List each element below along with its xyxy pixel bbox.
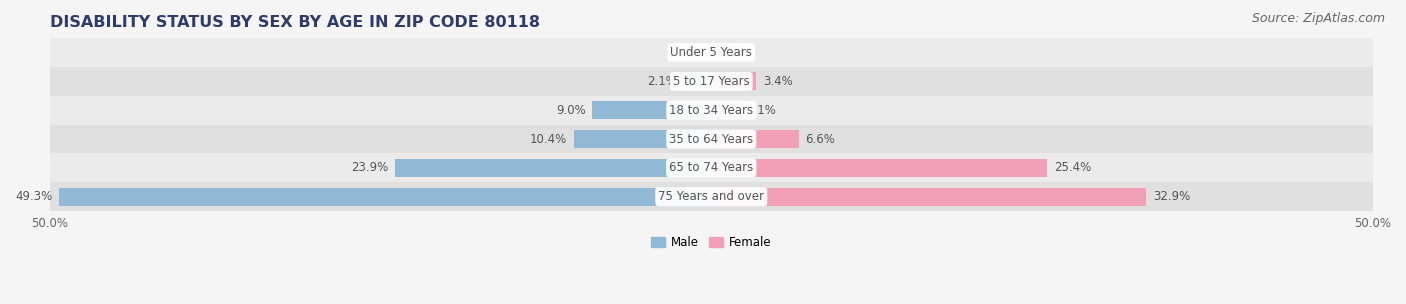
Bar bbox=[711, 130, 799, 148]
Text: 75 Years and over: 75 Years and over bbox=[658, 190, 765, 203]
Bar bbox=[395, 159, 711, 177]
Bar bbox=[51, 38, 1372, 67]
Bar bbox=[711, 72, 756, 90]
Legend: Male, Female: Male, Female bbox=[647, 231, 776, 254]
Text: Source: ZipAtlas.com: Source: ZipAtlas.com bbox=[1251, 12, 1385, 25]
Text: DISABILITY STATUS BY SEX BY AGE IN ZIP CODE 80118: DISABILITY STATUS BY SEX BY AGE IN ZIP C… bbox=[51, 15, 540, 30]
Text: 5 to 17 Years: 5 to 17 Years bbox=[673, 75, 749, 88]
Bar bbox=[683, 72, 711, 90]
Text: 9.0%: 9.0% bbox=[555, 104, 586, 117]
Text: 25.4%: 25.4% bbox=[1053, 161, 1091, 174]
Bar bbox=[592, 101, 711, 119]
Text: 35 to 64 Years: 35 to 64 Years bbox=[669, 133, 754, 146]
Text: 0.0%: 0.0% bbox=[718, 46, 748, 59]
Text: 32.9%: 32.9% bbox=[1153, 190, 1191, 203]
Text: 0.0%: 0.0% bbox=[675, 46, 704, 59]
Bar bbox=[574, 130, 711, 148]
Bar bbox=[711, 188, 1146, 206]
Text: 2.1%: 2.1% bbox=[647, 75, 676, 88]
Text: 65 to 74 Years: 65 to 74 Years bbox=[669, 161, 754, 174]
Bar bbox=[51, 67, 1372, 96]
Bar bbox=[711, 159, 1047, 177]
Bar bbox=[711, 101, 740, 119]
Bar bbox=[59, 188, 711, 206]
Text: 10.4%: 10.4% bbox=[530, 133, 567, 146]
Text: 6.6%: 6.6% bbox=[806, 133, 835, 146]
Text: 18 to 34 Years: 18 to 34 Years bbox=[669, 104, 754, 117]
Text: 49.3%: 49.3% bbox=[15, 190, 52, 203]
Text: Under 5 Years: Under 5 Years bbox=[671, 46, 752, 59]
Bar bbox=[51, 96, 1372, 125]
Text: 3.4%: 3.4% bbox=[763, 75, 793, 88]
Text: 23.9%: 23.9% bbox=[352, 161, 388, 174]
Text: 2.1%: 2.1% bbox=[745, 104, 776, 117]
Bar bbox=[51, 182, 1372, 211]
Bar bbox=[51, 154, 1372, 182]
Bar bbox=[51, 125, 1372, 154]
